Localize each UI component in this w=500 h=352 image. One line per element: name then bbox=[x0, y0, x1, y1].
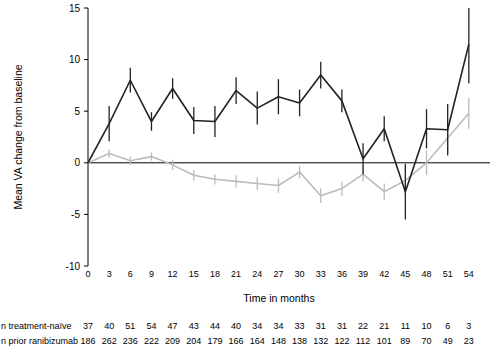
y-tick bbox=[84, 266, 88, 267]
x-tick-label: 42 bbox=[379, 269, 389, 279]
x-tick-label: 15 bbox=[189, 269, 199, 279]
table-cell: 262 bbox=[102, 336, 117, 346]
x-tick-label: 30 bbox=[295, 269, 305, 279]
x-axis-label: Time in months bbox=[243, 292, 314, 304]
table-cell: 3 bbox=[466, 321, 471, 331]
table-cell: 11 bbox=[401, 321, 410, 331]
table-cell: 51 bbox=[125, 321, 135, 331]
table-cell: 166 bbox=[229, 336, 244, 346]
x-tick-label: 27 bbox=[273, 269, 283, 279]
table-cell: 33 bbox=[295, 321, 305, 331]
plot-area bbox=[88, 8, 469, 220]
table-cell: 204 bbox=[186, 336, 201, 346]
x-tick-label: 48 bbox=[422, 269, 432, 279]
y-tick-label: -5 bbox=[71, 209, 80, 220]
table-cell: 31 bbox=[337, 321, 347, 331]
table-cell: 101 bbox=[377, 336, 392, 346]
x-tick-label: 12 bbox=[168, 269, 178, 279]
table-cell: 10 bbox=[422, 321, 432, 331]
y-axis bbox=[88, 8, 89, 266]
x-tick-label: 33 bbox=[316, 269, 326, 279]
table-cell: 70 bbox=[422, 336, 432, 346]
y-tick bbox=[84, 59, 88, 60]
table-cell: 54 bbox=[146, 321, 156, 331]
x-tick-label: 36 bbox=[337, 269, 347, 279]
table-cell: 44 bbox=[210, 321, 220, 331]
y-tick bbox=[84, 162, 88, 163]
y-tick bbox=[84, 214, 88, 215]
chart: -10-505101503691215182124273033363942454… bbox=[0, 0, 500, 352]
y-tick-label: 10 bbox=[69, 54, 81, 65]
x-tick-label: 3 bbox=[107, 269, 112, 279]
x-tick-label: 9 bbox=[149, 269, 154, 279]
table-cell: 23 bbox=[464, 336, 474, 346]
table-cell: 186 bbox=[80, 336, 95, 346]
table-cell: 47 bbox=[168, 321, 178, 331]
table-cell: 34 bbox=[252, 321, 262, 331]
table-cell: 209 bbox=[165, 336, 180, 346]
y-tick bbox=[84, 8, 88, 9]
table-cell: 37 bbox=[83, 321, 93, 331]
table-cell: 222 bbox=[144, 336, 159, 346]
y-tick bbox=[84, 111, 88, 112]
x-tick-label: 51 bbox=[443, 269, 453, 279]
series-line bbox=[88, 44, 469, 192]
table-cell: 122 bbox=[334, 336, 349, 346]
y-tick-label: 0 bbox=[74, 157, 80, 168]
x-tick-label: 6 bbox=[128, 269, 133, 279]
y-tick-label: -10 bbox=[66, 261, 81, 272]
x-tick-label: 18 bbox=[210, 269, 220, 279]
x-tick-label: 45 bbox=[400, 269, 410, 279]
table-cell: 138 bbox=[292, 336, 307, 346]
table-cell: 34 bbox=[273, 321, 283, 331]
y-axis-label: Mean VA change from baseline bbox=[12, 64, 24, 209]
table-cell: 43 bbox=[189, 321, 199, 331]
x-axis bbox=[88, 162, 490, 163]
x-tick-label: 21 bbox=[231, 269, 241, 279]
table-cell: 22 bbox=[358, 321, 368, 331]
table-cell: 148 bbox=[271, 336, 286, 346]
table-row-label: n treatment-naïve bbox=[1, 321, 72, 331]
series-line bbox=[88, 113, 469, 196]
table-cell: 89 bbox=[400, 336, 410, 346]
table-cell: 31 bbox=[316, 321, 326, 331]
table-row-label: n prior ranibizumab bbox=[1, 336, 78, 346]
table-cell: 236 bbox=[123, 336, 138, 346]
table-cell: 112 bbox=[356, 336, 370, 346]
y-tick-label: 15 bbox=[69, 3, 81, 14]
table-cell: 40 bbox=[231, 321, 241, 331]
x-tick-label: 54 bbox=[464, 269, 474, 279]
x-tick-label: 0 bbox=[85, 269, 90, 279]
table-cell: 49 bbox=[443, 336, 453, 346]
table-cell: 132 bbox=[313, 336, 328, 346]
table-cell: 40 bbox=[104, 321, 114, 331]
y-tick-label: 5 bbox=[74, 106, 80, 117]
table-cell: 179 bbox=[207, 336, 222, 346]
table-cell: 164 bbox=[250, 336, 265, 346]
table-cell: 6 bbox=[445, 321, 450, 331]
table-cell: 21 bbox=[379, 321, 389, 331]
x-tick-label: 24 bbox=[252, 269, 262, 279]
x-tick-label: 39 bbox=[358, 269, 368, 279]
